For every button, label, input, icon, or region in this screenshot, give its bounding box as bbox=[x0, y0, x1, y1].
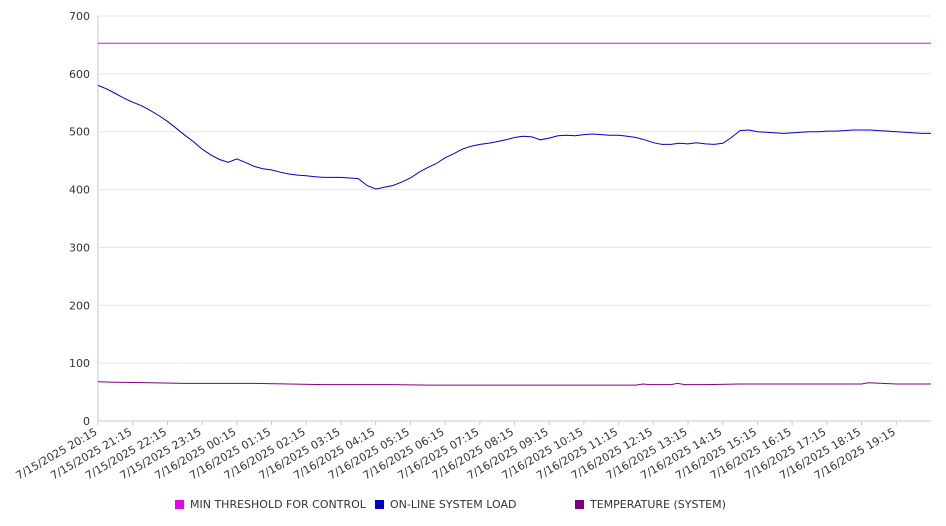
legend-label-min-threshold: MIN THRESHOLD FOR CONTROL bbox=[190, 498, 366, 511]
y-tick-label: 200 bbox=[69, 299, 90, 312]
legend-item-temperature: TEMPERATURE (SYSTEM) bbox=[575, 498, 726, 511]
gridlines bbox=[98, 15, 931, 364]
legend-swatch-min-threshold bbox=[175, 500, 184, 509]
legend: MIN THRESHOLD FOR CONTROL ON-LINE SYSTEM… bbox=[0, 498, 946, 514]
y-tick-label: 400 bbox=[69, 184, 90, 197]
series-line-1 bbox=[97, 84, 931, 190]
x-tick-labels: 7/15/2025 20:157/15/2025 21:157/15/2025 … bbox=[14, 425, 898, 482]
y-tick-label: 300 bbox=[69, 241, 90, 254]
series-lines bbox=[97, 42, 931, 386]
y-tick-labels: 0 100 200 300 400 500 600 700 bbox=[69, 10, 90, 428]
legend-item-min-threshold: MIN THRESHOLD FOR CONTROL bbox=[175, 498, 366, 511]
series-line-2 bbox=[97, 381, 931, 386]
legend-label-temperature: TEMPERATURE (SYSTEM) bbox=[590, 498, 726, 511]
y-tick-label: 700 bbox=[69, 10, 90, 23]
legend-label-system-load: ON-LINE SYSTEM LOAD bbox=[390, 498, 517, 511]
legend-item-system-load: ON-LINE SYSTEM LOAD bbox=[375, 498, 516, 511]
legend-swatch-system-load bbox=[375, 500, 384, 509]
y-tick-label: 100 bbox=[69, 357, 90, 370]
line-chart: 0 100 200 300 400 500 600 700 7/15/2025 20:157/… bbox=[14, 10, 931, 482]
y-tick-label: 500 bbox=[69, 126, 90, 139]
axes bbox=[97, 16, 931, 425]
y-tick-label: 0 bbox=[83, 415, 90, 428]
legend-swatch-temperature bbox=[575, 500, 584, 509]
y-tick-label: 600 bbox=[69, 68, 90, 81]
